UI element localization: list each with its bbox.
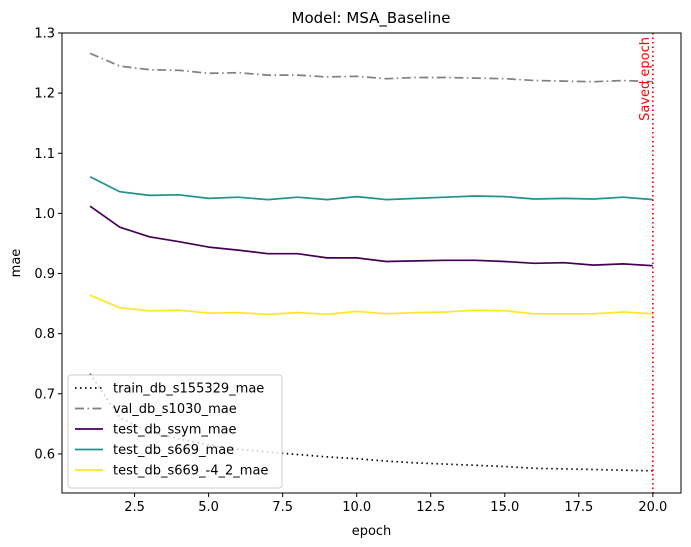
series-line-2 <box>89 205 653 267</box>
series-line-4 <box>89 294 653 316</box>
x-tick-label: 17.5 <box>564 500 593 515</box>
y-tick-label: 1.3 <box>34 27 55 42</box>
y-tick-label: 0.7 <box>34 387 55 402</box>
y-tick-label: 1.1 <box>34 147 55 162</box>
y-tick-label: 1.2 <box>34 87 55 102</box>
x-tick-label: 12.5 <box>416 500 445 515</box>
x-tick-label: 15.0 <box>490 500 519 515</box>
y-axis-title: mae <box>9 249 24 278</box>
legend-label-1: val_db_s1030_mae <box>113 402 237 417</box>
legend-box <box>67 374 283 489</box>
chart-title: Model: MSA_Baseline <box>292 9 451 28</box>
series-line-1 <box>89 52 653 83</box>
annotation-layer: Saved epoch <box>638 33 654 493</box>
x-tick-label: 10.0 <box>342 500 371 515</box>
legend-label-3: test_db_s669_mae <box>113 443 234 458</box>
x-tick-label: 7.5 <box>272 500 293 515</box>
legend-label-0: train_db_s155329_mae <box>113 382 264 397</box>
x-tick-label: 2.5 <box>124 500 145 515</box>
legend: train_db_s155329_mae val_db_s1030_maetest… <box>67 374 283 489</box>
x-axis-title: epoch <box>352 524 392 539</box>
saved-epoch-label: Saved epoch <box>638 37 653 121</box>
legend-label-4: test_db_s669_-4_2_mae <box>113 464 268 479</box>
series-layer <box>89 52 653 472</box>
legend-label-2: test_db_ssym_mae <box>113 423 237 438</box>
y-tick-label: 1.0 <box>34 207 55 222</box>
x-axis: 2.5 5.0 7.5 10.0 12.5 15.0 17.5 20.0 <box>124 493 667 515</box>
x-tick-label: 5.0 <box>198 500 219 515</box>
plot-frame <box>61 32 682 494</box>
y-tick-label: 0.9 <box>34 267 55 282</box>
y-axis: 0.6 0.7 0.8 0.9 1.0 1.1 1.2 1.3 <box>34 27 62 462</box>
x-tick-label: 20.0 <box>638 500 667 515</box>
series-line-3 <box>89 175 653 201</box>
y-tick-label: 0.8 <box>34 327 55 342</box>
y-tick-label: 0.6 <box>34 447 55 462</box>
